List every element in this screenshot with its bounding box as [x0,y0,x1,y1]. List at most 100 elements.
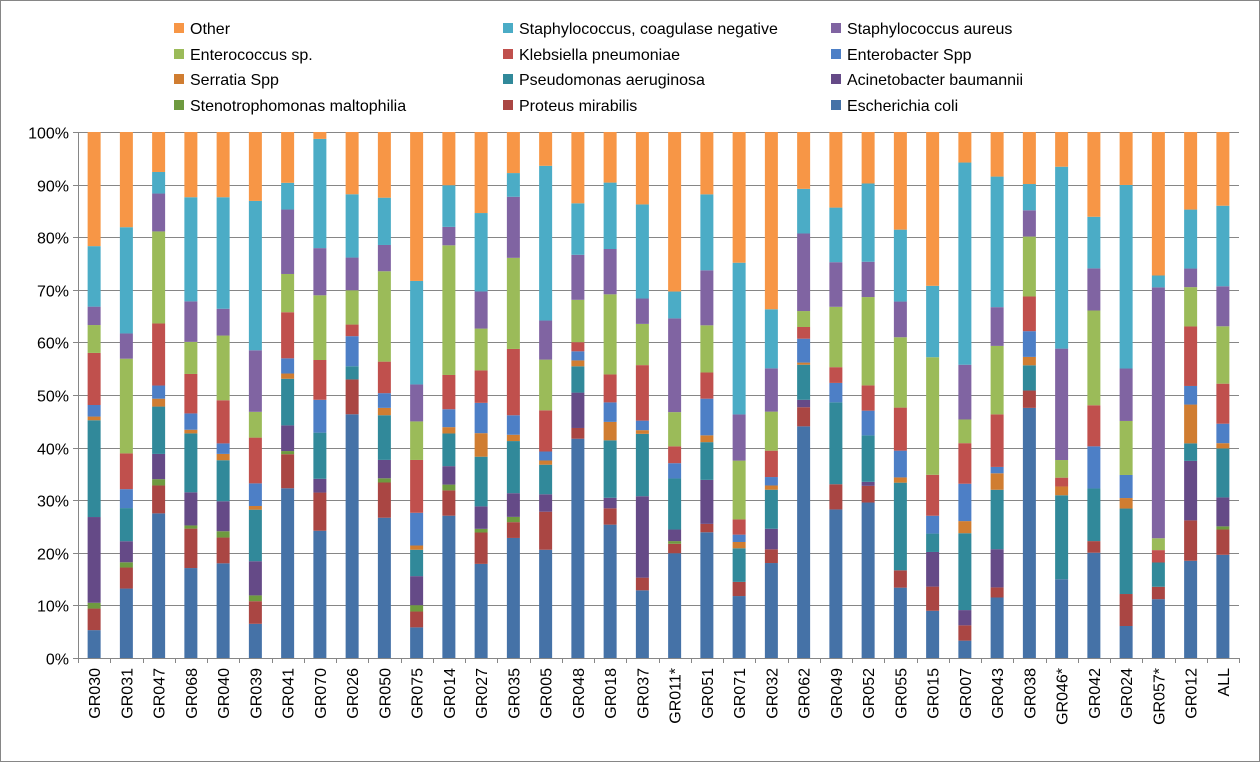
bar-segment-acinetobacter-baumannii [926,551,940,587]
bar-segment-proteus-mirabilis [87,608,101,631]
bar-segment-enterobacter-spp [958,483,972,522]
bar-segment-pseudomonas-aeruginosa [313,432,327,479]
bar-segment-klebsiella-pneumoniae [990,414,1004,467]
bar-segment-staphylococcus-coagulase-negative [893,229,907,302]
legend-label: Proteus mirabilis [519,98,637,115]
bar-segment-escherichia-coli [281,488,295,658]
legend-item-pseudomonas-aeruginosa: Pseudomonas aeruginosa [503,72,705,89]
bar-segment-klebsiella-pneumoniae [926,474,940,516]
bar-segment-other [1055,132,1069,167]
bar-segment-serratia-spp [474,433,488,457]
bar-segment-enterococcus-sp [216,335,230,401]
bar-segment-staphylococcus-coagulase-negative [1119,184,1133,369]
bar-segment-acinetobacter-baumannii [87,517,101,603]
bar-segment-pseudomonas-aeruginosa [377,415,391,460]
y-tick-labels: 0% 10% 20% 30% 40% 50% 60% 70% 80% 90% 100% [28,126,69,669]
bar-segment-pseudomonas-aeruginosa [119,508,133,542]
bar-segment-enterobacter-spp [442,409,456,428]
bar-segment-staphylococcus-coagulase-negative [700,194,714,271]
x-tick-label: GR046* [1055,668,1072,725]
bar-segment-other [248,132,262,201]
bar-segment-enterobacter-spp [281,358,295,374]
bar-segment-escherichia-coli [926,610,940,658]
bar-segment-escherichia-coli [313,530,327,658]
x-tick-label: GR012 [1184,668,1201,719]
bar-segment-pseudomonas-aeruginosa [603,440,617,498]
bar-segment-escherichia-coli [700,532,714,658]
bar-segment-pseudomonas-aeruginosa [668,478,682,530]
bar-segment-pseudomonas-aeruginosa [700,442,714,480]
bar-segment-enterococcus-sp [958,419,972,444]
bar-segment-other [152,132,166,172]
bar-segment-enterobacter-spp [732,534,746,542]
bar-stack-gr007 [958,132,972,658]
x-tick-label: GR018 [603,668,620,719]
bar-segment-klebsiella-pneumoniae [377,361,391,394]
bar-segment-other [410,132,424,281]
bar-stack-gr051 [700,132,714,658]
bar-segment-enterococcus-sp [410,421,424,460]
bar-segment-acinetobacter-baumannii [281,425,295,452]
bar-segment-escherichia-coli [184,568,198,658]
x-tick-label: GR050 [377,668,394,719]
bar-segment-stenotrophomonas-maltophilia [248,595,262,602]
bar-segment-staphylococcus-coagulase-negative [732,262,746,415]
bar-segment-proteus-mirabilis [926,586,940,611]
bar-segment-pseudomonas-aeruginosa [797,364,811,400]
bar-segment-escherichia-coli [764,563,778,658]
legend-label: Other [190,21,231,38]
bar-segment-serratia-spp [1022,356,1036,366]
bar-segment-proteus-mirabilis [829,484,843,510]
bar-segment-pseudomonas-aeruginosa [474,456,488,507]
bar-segment-stenotrophomonas-maltophilia [410,605,424,612]
x-tick-label: GR048 [571,668,588,719]
x-tick-label: GR026 [345,668,362,719]
bar-segment-escherichia-coli [119,588,133,658]
bar-segment-other [184,132,198,198]
bar-segment-enterobacter-spp [1216,423,1230,444]
bar-segment-acinetobacter-baumannii [1184,460,1198,521]
bar-segment-pseudomonas-aeruginosa [926,533,940,552]
bar-segment-serratia-spp [442,427,456,434]
bar-segment-enterobacter-spp [861,410,875,436]
bar-segment-other [990,132,1004,177]
bar-segment-proteus-mirabilis [1119,594,1133,627]
bar-segment-proteus-mirabilis [506,522,520,538]
bar-segment-staphylococcus-aureus [1184,268,1198,288]
bar-segment-enterococcus-sp [377,271,391,362]
bar-stack-gr070 [313,132,327,658]
bar-segment-enterococcus-sp [1055,460,1069,478]
bar-stack-gr046 [1055,132,1069,658]
bar-segment-escherichia-coli [732,596,746,658]
legend-item-enterobacter-spp: Enterobacter Spp [831,47,972,64]
bar-segment-serratia-spp [1055,486,1069,496]
bar-segment-other [1184,132,1198,210]
bar-stack-gr057 [1151,132,1165,658]
legend-item-proteus-mirabilis: Proteus mirabilis [503,98,637,115]
bar-segment-enterococcus-sp [313,295,327,361]
bar-segment-klebsiella-pneumoniae [861,385,875,411]
x-tick-label: GR043 [990,668,1007,719]
bar-segment-enterobacter-spp [216,443,230,454]
bar-segment-acinetobacter-baumannii [506,493,520,517]
bar-segment-proteus-mirabilis [184,528,198,569]
bar-segment-escherichia-coli [1087,552,1101,658]
bar-segment-klebsiella-pneumoniae [1184,326,1198,386]
bar-segment-escherichia-coli [1055,579,1069,658]
bar-segment-acinetobacter-baumannii [700,479,714,524]
bar-segment-staphylococcus-aureus [345,257,359,291]
bar-segment-klebsiella-pneumoniae [281,312,295,359]
x-tick-label: GR068 [184,668,201,719]
legend-item-serratia-spp: Serratia Spp [174,72,279,89]
bar-segment-pseudomonas-aeruginosa [990,489,1004,550]
bar-segment-staphylococcus-aureus [474,291,488,329]
bar-segment-klebsiella-pneumoniae [539,410,553,452]
bar-segment-staphylococcus-coagulase-negative [1055,166,1069,349]
bar-segment-proteus-mirabilis [442,490,456,516]
bar-segment-staphylococcus-aureus [668,318,682,413]
legend-label: Klebsiella pneumoniae [519,47,680,64]
bar-segment-staphylococcus-aureus [506,196,520,258]
bar-segment-staphylococcus-coagulase-negative [861,183,875,262]
